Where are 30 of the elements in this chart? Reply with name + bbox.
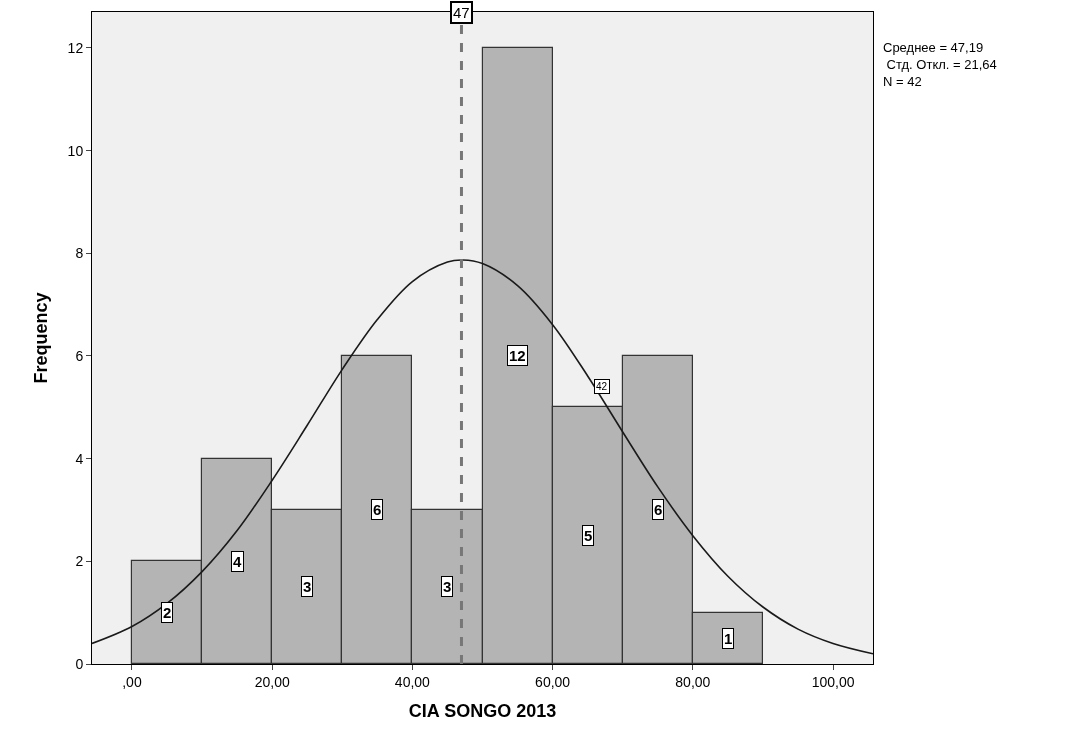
y-tick-label: 4	[75, 450, 84, 467]
y-tick-label: 6	[75, 347, 84, 364]
x-tick-label: ,00	[122, 673, 142, 690]
data-label: 6	[373, 501, 382, 518]
text: N = 42	[883, 73, 922, 89]
y-axis-title: Frequency	[30, 292, 51, 384]
y-tick-label: 12	[67, 39, 84, 56]
x-axis-title: CIA SONGO 2013	[408, 700, 557, 721]
data-label: 3	[303, 578, 312, 595]
text: Стд. Откл. = 21,64	[883, 56, 997, 72]
y-tick-label: 0	[75, 655, 84, 672]
y-tick-label: 2	[75, 553, 84, 570]
data-label: 6	[654, 501, 663, 518]
ref-line-label: 47	[453, 4, 470, 21]
x-tick-label: 40,00	[394, 673, 431, 690]
data-label: 2	[163, 604, 172, 621]
line-series	[92, 259, 873, 655]
data-label: 4	[233, 553, 242, 570]
y-tick-label: 10	[67, 142, 84, 159]
annotation: 42	[596, 381, 608, 392]
x-tick-label: 20,00	[254, 673, 290, 690]
data-label: 1	[724, 630, 733, 647]
data-label: 12	[509, 347, 526, 364]
y-tick-label: 8	[75, 245, 84, 262]
data-label: 3	[443, 578, 452, 595]
x-tick-label: 60,00	[535, 673, 571, 690]
text: Среднее = 47,19	[883, 40, 984, 55]
data-label: 5	[584, 527, 593, 544]
x-tick-label: 80,00	[675, 673, 711, 690]
x-tick-label: 100,00	[811, 673, 855, 690]
